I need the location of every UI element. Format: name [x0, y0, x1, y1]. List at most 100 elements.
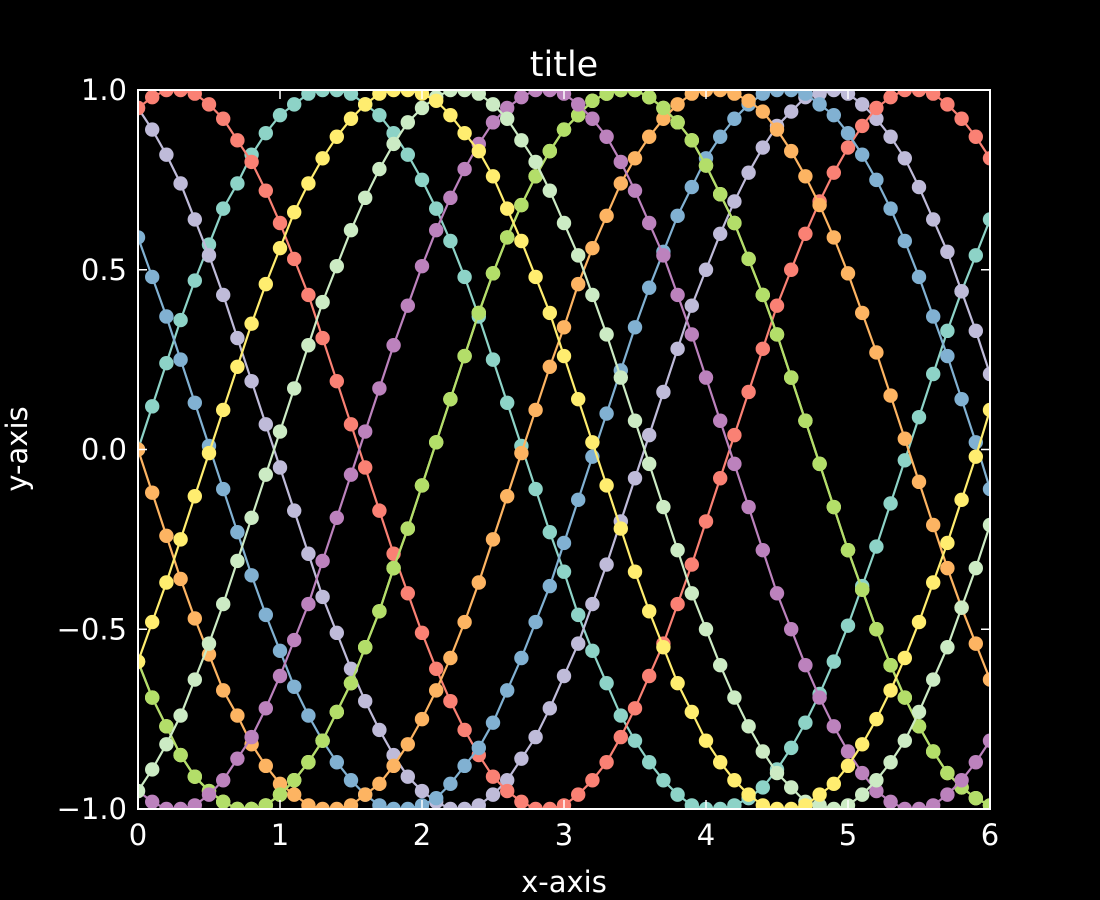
- series-6-point: [173, 571, 188, 587]
- series-10-point: [556, 348, 572, 364]
- series-4-point: [372, 503, 387, 518]
- series-7-point: [343, 675, 359, 691]
- series-10-point: [500, 201, 515, 216]
- series-5-point: [343, 773, 359, 788]
- series-1-point: [230, 176, 245, 191]
- series-5-point: [485, 715, 501, 730]
- series-1-point: [343, 90, 359, 101]
- series-10-point: [301, 176, 316, 191]
- series-3-point: [571, 636, 586, 651]
- series-7: [138, 90, 990, 809]
- series-7-point: [713, 187, 728, 202]
- series-10-point: [968, 449, 983, 464]
- series-3-point: [954, 284, 969, 299]
- series-3-point: [258, 417, 273, 432]
- series-8-point: [684, 327, 699, 342]
- series-3-point: [698, 262, 714, 277]
- series-7-point: [258, 798, 273, 809]
- series-5-point: [869, 172, 884, 188]
- series-10-point: [514, 233, 529, 249]
- series-3-point: [727, 194, 742, 209]
- series-7-point: [358, 640, 373, 655]
- series-5-point: [272, 643, 288, 659]
- series-4-point: [201, 97, 217, 112]
- series-8-point: [216, 773, 231, 788]
- series-9-point: [627, 413, 643, 428]
- series-5-point: [940, 348, 955, 364]
- series-7-point: [514, 197, 529, 213]
- series-4-point: [627, 701, 643, 716]
- series-3-point: [173, 176, 188, 191]
- series-4-point: [358, 460, 373, 475]
- series-10-point: [627, 564, 643, 579]
- series-7-point: [429, 435, 444, 450]
- series-3-point: [514, 751, 529, 766]
- series-4-point: [855, 118, 870, 134]
- series-1-point: [429, 201, 444, 216]
- series-4-point: [613, 729, 628, 745]
- series-3-point: [826, 90, 841, 98]
- series-1-point: [883, 496, 898, 511]
- series-4-point: [542, 801, 557, 809]
- series-1-point: [443, 233, 458, 249]
- series-4-point: [159, 90, 174, 98]
- series-6-point: [457, 614, 472, 630]
- series-9-point: [372, 161, 387, 177]
- series-10-point: [897, 650, 912, 666]
- series-5-point: [138, 230, 146, 245]
- series-3-point: [471, 798, 486, 809]
- x-tick-label: 2: [413, 818, 431, 852]
- series-1-point: [968, 248, 983, 263]
- series-8-point: [968, 755, 983, 770]
- series-6-point: [528, 402, 543, 418]
- series-6-point: [769, 122, 785, 137]
- series-1-point: [897, 453, 912, 468]
- series-8-point: [940, 787, 955, 802]
- series-3-point: [358, 693, 373, 709]
- series-5-point: [769, 90, 785, 98]
- series-7-point: [159, 719, 174, 734]
- series-10-point: [684, 704, 699, 720]
- series-6-point: [897, 431, 912, 446]
- series-5-point: [429, 791, 444, 806]
- series-7-point: [727, 215, 742, 231]
- series-3-point: [982, 366, 990, 382]
- series-5-point: [244, 568, 259, 583]
- series-5-point: [230, 524, 245, 540]
- series-8-point: [443, 190, 458, 206]
- series-7-point: [940, 765, 955, 781]
- series-8-point: [713, 413, 728, 428]
- series-6-point: [372, 776, 387, 792]
- series-3-point: [187, 212, 202, 227]
- series-4-point: [571, 787, 586, 802]
- series-4-point: [138, 100, 146, 116]
- series-6-point: [627, 151, 643, 166]
- series-1-point: [400, 147, 415, 162]
- series-1-point: [315, 90, 330, 98]
- series-3-point: [812, 90, 827, 101]
- series-4-point: [145, 90, 160, 105]
- series-5-point: [500, 683, 515, 698]
- series-7-point: [173, 747, 188, 763]
- series-6-point: [684, 90, 699, 101]
- series-4-point: [826, 165, 841, 180]
- series-6-point: [585, 240, 600, 256]
- series-4-point: [443, 693, 458, 709]
- series-6: [138, 90, 990, 809]
- series-1-point: [258, 125, 273, 141]
- series-4-point: [258, 183, 273, 198]
- series-6-point: [982, 672, 990, 687]
- series-7-point: [968, 791, 983, 806]
- plot-layer: [138, 90, 990, 809]
- series-1-point: [798, 715, 813, 730]
- series-6-point: [230, 708, 245, 723]
- series-4-point: [414, 625, 430, 641]
- series-6-point: [869, 345, 884, 360]
- series-5-point: [883, 201, 898, 216]
- series-4-point: [429, 661, 444, 676]
- series-7-point: [684, 133, 699, 148]
- series-1-point: [869, 539, 884, 554]
- series-7-point: [812, 456, 827, 472]
- series-4-point: [457, 722, 472, 738]
- series-8-point: [911, 801, 927, 809]
